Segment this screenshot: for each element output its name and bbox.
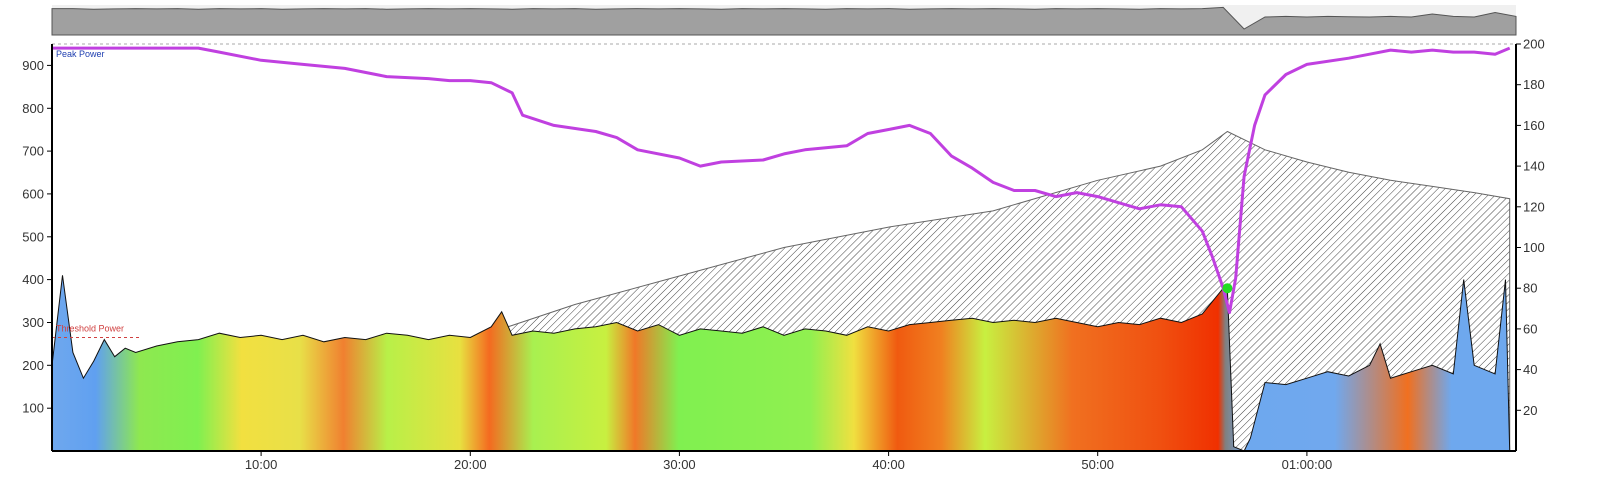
- x-tick-label: 40:00: [872, 457, 905, 472]
- x-tick-label: 30:00: [663, 457, 696, 472]
- peak-power-label: Peak Power: [56, 49, 105, 59]
- x-tick-label: 01:00:00: [1282, 457, 1333, 472]
- left-axis-ticks: 100 200 300 400 500 600 700 800 900: [22, 58, 52, 416]
- right-tick-label: 180: [1523, 77, 1545, 92]
- x-tick-label: 50:00: [1081, 457, 1114, 472]
- x-tick-label: 10:00: [245, 457, 278, 472]
- right-tick-label: 200: [1523, 37, 1545, 52]
- left-tick-label: 300: [22, 315, 44, 330]
- hr-line: [52, 46, 1511, 315]
- right-tick-label: 40: [1523, 362, 1537, 377]
- right-tick-label: 100: [1523, 240, 1545, 255]
- threshold-power-label: Threshold Power: [56, 324, 124, 334]
- left-tick-label: 500: [22, 229, 44, 244]
- left-tick-label: 600: [22, 186, 44, 201]
- left-tick-label: 400: [22, 272, 44, 287]
- right-tick-label: 140: [1523, 159, 1545, 174]
- x-axis-ticks: 10:00 20:00 30:00 40:00 50:00 01:00:00: [245, 451, 1332, 472]
- right-tick-label: 20: [1523, 403, 1537, 418]
- left-tick-label: 100: [22, 401, 44, 416]
- right-tick-label: 120: [1523, 199, 1545, 214]
- overview-strip[interactable]: [51, 5, 1517, 36]
- marker-dot[interactable]: [1222, 283, 1233, 294]
- right-tick-label: 160: [1523, 118, 1545, 133]
- right-tick-label: 60: [1523, 321, 1537, 336]
- x-tick-label: 20:00: [454, 457, 487, 472]
- left-tick-label: 800: [22, 101, 44, 116]
- left-tick-label: 200: [22, 358, 44, 373]
- overview-area: [51, 6, 1517, 36]
- right-tick-label: 80: [1523, 281, 1537, 296]
- left-tick-label: 900: [22, 58, 44, 73]
- power-area: [52, 275, 1511, 451]
- right-axis-ticks: 20 40 60 80 100 120 140 160 180 200: [1516, 37, 1545, 418]
- left-tick-label: 700: [22, 144, 44, 159]
